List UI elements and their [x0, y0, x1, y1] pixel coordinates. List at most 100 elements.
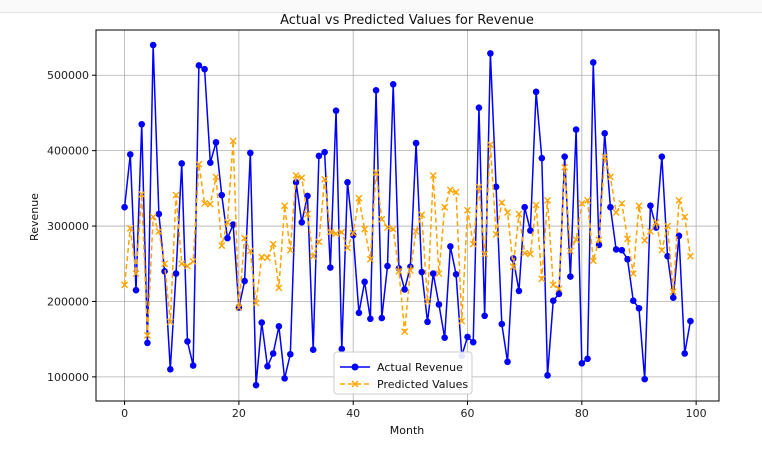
actual-revenue-point	[412, 139, 420, 147]
predicted-value-point	[269, 240, 277, 248]
predicted-value-point	[641, 236, 649, 244]
y-tick-label: 100000	[47, 371, 89, 384]
actual-revenue-point	[327, 264, 334, 271]
predicted-value-point	[486, 141, 494, 149]
predicted-value-point	[172, 191, 180, 199]
predicted-value-point	[624, 235, 632, 243]
actual-revenue-point	[418, 268, 426, 276]
predicted-value-point	[446, 186, 454, 194]
predicted-value-point	[658, 246, 666, 254]
predicted-value-point	[161, 260, 169, 268]
predicted-value-point	[566, 247, 574, 255]
predicted-value-point	[424, 297, 431, 305]
actual-revenue-point	[201, 65, 208, 73]
actual-revenue-point	[635, 304, 643, 312]
predicted-value-point	[395, 267, 403, 275]
predicted-value-point	[378, 215, 386, 223]
actual-revenue-point	[487, 50, 494, 57]
predicted-value-point	[412, 227, 420, 235]
actual-revenue-point	[429, 270, 437, 277]
predicted-value-point	[155, 227, 163, 235]
predicted-value-point	[206, 200, 214, 208]
actual-revenue-point	[469, 338, 477, 346]
predicted-value-point	[126, 224, 134, 232]
actual-revenue-point	[384, 262, 391, 270]
predicted-value-point	[349, 229, 357, 237]
chart-title: Actual vs Predicted Values for Revenue	[280, 13, 534, 28]
actual-revenue-point	[178, 160, 186, 167]
predicted-value-point	[532, 201, 540, 209]
actual-revenue-point	[481, 312, 488, 320]
legend-actual-label: Actual Revenue	[377, 361, 463, 374]
actual-revenue-point	[144, 339, 151, 347]
predicted-value-point	[509, 263, 517, 271]
predicted-value-point	[469, 240, 477, 248]
actual-revenue-point	[138, 120, 146, 128]
predicted-value-point	[149, 213, 157, 221]
actual-revenue-point	[681, 350, 689, 357]
actual-revenue-point	[367, 315, 374, 323]
actual-revenue-point	[252, 381, 260, 389]
actual-revenue-point	[355, 309, 363, 317]
actual-revenue-point	[258, 319, 266, 326]
actual-revenue-point	[401, 286, 408, 293]
predicted-value-point	[618, 199, 626, 207]
predicted-value-point	[492, 230, 500, 238]
predicted-value-point	[201, 199, 209, 207]
predicted-value-point	[549, 281, 557, 289]
actual-revenue-point	[567, 273, 574, 280]
actual-revenue-point	[504, 358, 511, 366]
actual-revenue-point	[527, 227, 534, 234]
predicted-value-point	[241, 234, 249, 242]
predicted-value-point	[384, 224, 391, 232]
predicted-value-point	[504, 208, 512, 216]
predicted-values-line	[123, 140, 692, 337]
actual-revenue-point	[167, 366, 174, 373]
predicted-value-point	[121, 281, 129, 289]
actual-revenue-point	[578, 359, 586, 367]
predicted-value-point	[681, 213, 689, 221]
predicted-value-point	[441, 203, 449, 211]
predicted-value-point	[332, 230, 340, 238]
actual-revenue-point	[607, 203, 614, 211]
predicted-value-point	[606, 173, 614, 181]
actual-revenue-point	[212, 139, 220, 146]
predicted-value-point	[189, 258, 197, 265]
actual-revenue-point	[224, 234, 231, 242]
actual-revenue-point	[475, 104, 483, 111]
predicted-value-point	[669, 288, 677, 296]
predicted-value-point	[338, 228, 346, 236]
predicted-value-point	[406, 267, 414, 275]
x-tick-label: 60	[461, 407, 475, 420]
actual-revenue-point	[624, 255, 631, 263]
actual-revenue-point	[121, 203, 128, 211]
predicted-value-point	[309, 252, 317, 260]
actual-revenue-point	[332, 107, 340, 114]
actual-revenue-point	[521, 203, 528, 211]
predicted-value-point	[218, 242, 226, 250]
actual-revenue-point	[647, 202, 654, 209]
actual-revenue-point	[618, 246, 626, 254]
x-axis-label: Month	[390, 424, 425, 437]
actual-revenue-point	[669, 294, 677, 301]
predicted-value-point	[138, 190, 146, 198]
predicted-value-point	[166, 318, 174, 326]
predicted-value-point	[183, 262, 191, 270]
actual-revenue-line	[123, 44, 692, 386]
actual-revenue-point	[269, 350, 277, 357]
actual-revenue-point	[309, 346, 317, 354]
actual-revenue-point	[492, 183, 500, 191]
predicted-value-point	[435, 270, 443, 278]
actual-revenue-point	[361, 278, 368, 286]
predicted-value-point	[292, 172, 300, 180]
predicted-value-point	[372, 169, 380, 177]
actual-revenue-point	[549, 297, 557, 305]
predicted-value-point	[635, 202, 643, 210]
predicted-value-point	[361, 225, 369, 233]
predicted-value-point	[452, 188, 460, 196]
plot-area-frame	[95, 29, 720, 402]
predicted-value-point	[286, 246, 294, 254]
predicted-value-point	[561, 163, 569, 171]
x-tick-label: 100	[686, 407, 707, 420]
predicted-value-point	[686, 252, 694, 260]
